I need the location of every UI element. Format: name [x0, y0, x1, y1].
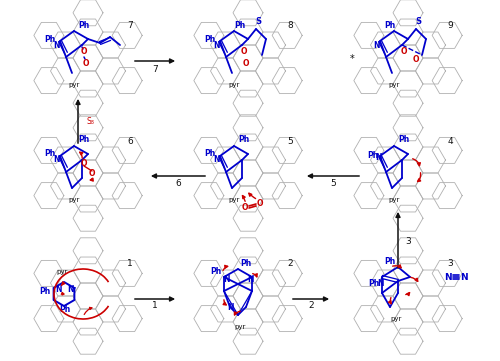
- Text: N: N: [223, 274, 229, 283]
- Text: S₈: S₈: [86, 117, 94, 126]
- Text: O: O: [81, 160, 87, 169]
- Text: 4: 4: [447, 136, 453, 145]
- Text: 2: 2: [287, 260, 293, 269]
- Text: Ph: Ph: [210, 266, 222, 275]
- Text: 5: 5: [287, 136, 293, 145]
- Text: pyr: pyr: [68, 82, 80, 88]
- Text: Ph: Ph: [204, 35, 216, 43]
- Text: O: O: [257, 200, 263, 209]
- Text: N: N: [377, 279, 384, 288]
- Text: O: O: [241, 47, 247, 56]
- Text: 6: 6: [175, 179, 181, 188]
- Text: Ph: Ph: [78, 135, 90, 144]
- Text: N: N: [213, 156, 219, 165]
- Text: Ph: Ph: [238, 135, 250, 144]
- Text: N: N: [53, 40, 60, 49]
- Text: Ph: Ph: [204, 149, 216, 158]
- Text: Ph: Ph: [384, 257, 396, 265]
- Text: pyr: pyr: [56, 269, 68, 275]
- Text: pyr: pyr: [68, 197, 80, 203]
- Text: Ph: Ph: [40, 287, 50, 296]
- Text: pyr: pyr: [388, 197, 400, 203]
- Text: 1: 1: [127, 260, 133, 269]
- Text: 7: 7: [152, 65, 158, 74]
- Text: O: O: [243, 58, 249, 68]
- Text: O: O: [81, 47, 87, 56]
- Text: 3: 3: [447, 260, 453, 269]
- Text: 1: 1: [152, 301, 158, 310]
- Text: 7: 7: [127, 22, 133, 30]
- Text: Ph: Ph: [368, 278, 380, 287]
- Text: 3: 3: [405, 236, 411, 245]
- Text: pyr: pyr: [228, 82, 239, 88]
- Text: Ph: Ph: [44, 149, 56, 158]
- Text: 8: 8: [287, 22, 293, 30]
- Text: Ph: Ph: [234, 21, 246, 30]
- Text: Ph: Ph: [398, 135, 409, 144]
- Text: N: N: [55, 286, 61, 295]
- Text: 2: 2: [308, 301, 314, 310]
- Text: N: N: [227, 303, 233, 312]
- Text: N: N: [460, 273, 468, 282]
- Text: Ph: Ph: [384, 21, 396, 30]
- Text: N: N: [67, 286, 73, 295]
- Text: 9: 9: [447, 22, 453, 30]
- Text: pyr: pyr: [228, 197, 239, 203]
- Text: Ph: Ph: [60, 305, 70, 314]
- Text: 5: 5: [330, 179, 336, 188]
- Text: Ph: Ph: [368, 152, 378, 161]
- Text: N: N: [53, 156, 60, 165]
- Text: N: N: [373, 40, 380, 49]
- Text: Ph: Ph: [240, 258, 252, 268]
- Text: pyr: pyr: [234, 324, 246, 330]
- Text: N: N: [444, 273, 452, 282]
- Text: pyr: pyr: [390, 316, 402, 322]
- Text: 6: 6: [127, 136, 133, 145]
- Text: Ph: Ph: [44, 35, 56, 43]
- Text: N: N: [375, 153, 382, 162]
- Text: Ph: Ph: [78, 21, 90, 30]
- Text: S: S: [415, 17, 421, 26]
- Text: N: N: [247, 274, 254, 283]
- Text: O: O: [89, 170, 95, 178]
- Text: *: *: [350, 54, 354, 64]
- Text: pyr: pyr: [388, 82, 400, 88]
- Text: O: O: [413, 55, 419, 64]
- Text: O: O: [83, 58, 89, 68]
- Text: O: O: [401, 47, 407, 56]
- Text: S: S: [255, 17, 261, 26]
- Text: N: N: [213, 40, 219, 49]
- Text: O: O: [242, 204, 248, 213]
